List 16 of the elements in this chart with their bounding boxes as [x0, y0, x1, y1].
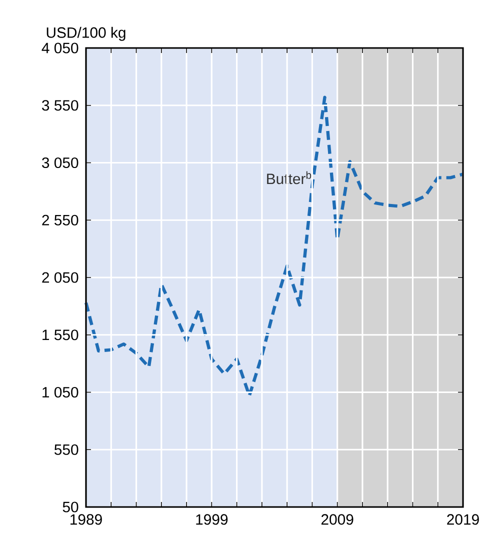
y-tick-label: 1 550 [42, 330, 78, 340]
x-tick-label: 1999 [196, 514, 228, 525]
y-tick-label: 3 050 [42, 157, 78, 168]
series-label: Butter$^{b}$ [267, 171, 312, 184]
y-tick-label: 2 050 [42, 272, 78, 283]
x-tick-label: 2009 [321, 514, 354, 525]
line-series [84, 96, 465, 398]
y-tick-label: 2 550 [42, 214, 78, 226]
y-tick-label: 1 050 [42, 386, 78, 398]
y-axis-title: USD/100 kg [46, 26, 126, 41]
y-tick-label: 4 050 [42, 42, 78, 54]
y-tick-label: 3 550 [42, 100, 78, 111]
y-tick-label: 550 [54, 444, 78, 455]
x-tick-label: 2019 [447, 514, 479, 525]
y-tick-label: 50 [62, 502, 78, 512]
x-tick-label: 1989 [70, 514, 102, 525]
